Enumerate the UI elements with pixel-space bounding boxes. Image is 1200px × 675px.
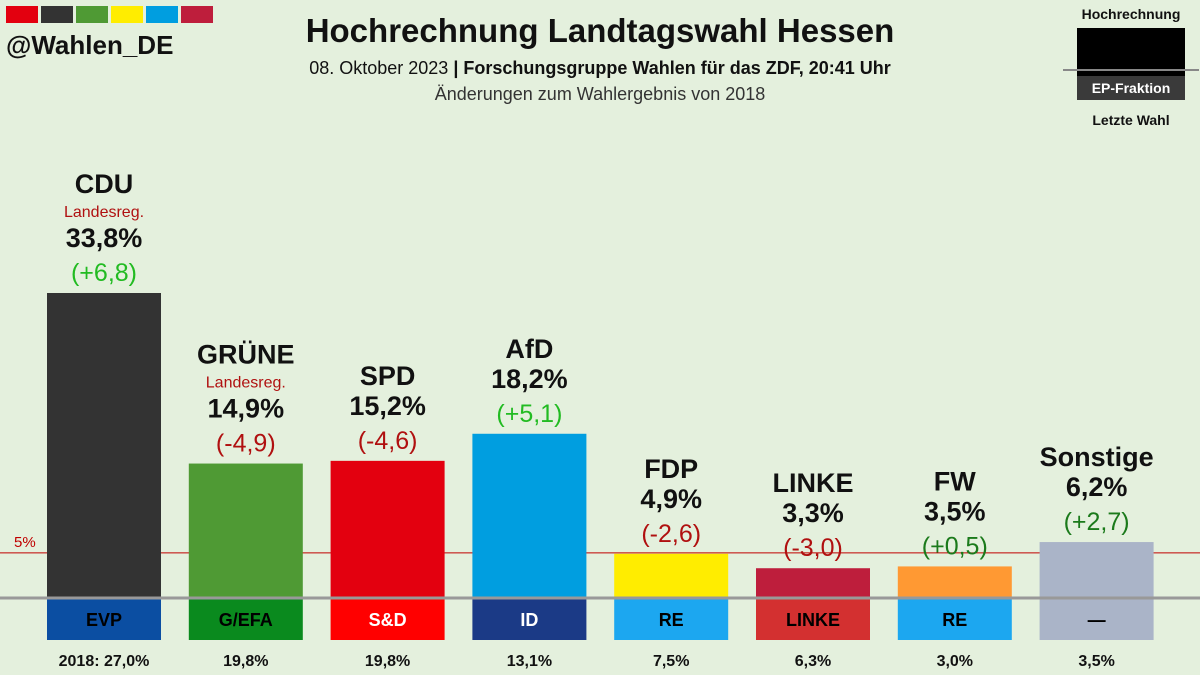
change-label: (+2,7) xyxy=(1064,508,1130,536)
value-label: 14,9% xyxy=(208,394,285,424)
chart-title: Hochrechnung Landtagswahl Hessen xyxy=(305,12,895,49)
threshold-label: 5% xyxy=(14,534,36,551)
ep-group-label: RE xyxy=(659,610,684,630)
bar xyxy=(614,553,729,598)
change-label: (+6,8) xyxy=(71,259,137,287)
change-label: (-4,9) xyxy=(216,430,276,458)
previous-result-label: 3,5% xyxy=(1078,653,1114,670)
party-label: GRÜNE xyxy=(197,340,295,370)
ep-group-box xyxy=(330,598,445,640)
source-text: Forschungsgruppe Wahlen für das ZDF, 20:… xyxy=(463,58,891,78)
flag-swatch xyxy=(41,6,73,23)
ep-group-box xyxy=(1039,598,1154,640)
government-label: Landesreg. xyxy=(206,375,286,392)
date-text: 08. Oktober 2023 xyxy=(309,58,449,78)
flag-swatch xyxy=(76,6,108,23)
legend-baseline xyxy=(1063,69,1199,71)
legend-ep-label: EP-Fraktion xyxy=(1077,76,1185,100)
value-label: 33,8% xyxy=(66,223,143,253)
bar xyxy=(472,433,587,598)
party-color-flags xyxy=(6,6,213,23)
change-note: Änderungen zum Wahlergebnis von 2018 xyxy=(434,84,766,104)
flag-swatch xyxy=(6,6,38,23)
separator: | xyxy=(448,58,464,78)
value-label: 6,2% xyxy=(1066,472,1128,502)
previous-result-label: 13,1% xyxy=(507,653,552,670)
change-label: (-2,6) xyxy=(641,520,701,548)
ep-group-label: EVP xyxy=(86,610,122,630)
value-label: 3,3% xyxy=(782,498,844,528)
legend-last-election-label: Letzte Wahl xyxy=(1092,112,1170,128)
ep-group-label: — xyxy=(1088,610,1106,630)
ep-group-label: ID xyxy=(520,610,538,630)
chart-subtitle: 08. Oktober 2023 | Forschungsgruppe Wahl… xyxy=(0,58,1200,79)
party-label: AfD xyxy=(505,334,553,364)
previous-result-label: 7,5% xyxy=(653,653,689,670)
ep-group-box xyxy=(614,598,729,640)
ep-group-box xyxy=(47,598,161,640)
value-label: 15,2% xyxy=(349,391,426,421)
bar xyxy=(188,463,303,598)
legend: Hochrechnung EP-Fraktion Letzte Wahl xyxy=(1063,6,1199,128)
party-label: FDP xyxy=(644,454,698,484)
previous-result-label: 2018: 27,0% xyxy=(59,653,150,670)
value-label: 3,5% xyxy=(924,496,986,526)
government-label: Landesreg. xyxy=(64,204,144,221)
party-label: Sonstige xyxy=(1040,442,1154,472)
value-label: 4,9% xyxy=(640,484,702,514)
bar xyxy=(330,460,445,598)
ep-group-box xyxy=(756,598,870,640)
ep-group-label: G/EFA xyxy=(219,610,273,630)
flag-swatch xyxy=(146,6,178,23)
previous-result-label: 6,3% xyxy=(795,653,831,670)
bar xyxy=(897,566,1012,598)
bar xyxy=(47,293,161,598)
party-label: CDU xyxy=(75,169,134,199)
party-label: FW xyxy=(934,466,976,496)
bar xyxy=(1039,542,1154,598)
ep-group-box xyxy=(472,598,587,640)
change-label: (-4,6) xyxy=(358,427,418,455)
ep-group-box xyxy=(188,598,303,640)
change-label: (+5,1) xyxy=(496,400,562,428)
ep-group-label: S&D xyxy=(369,610,407,630)
party-label: LINKE xyxy=(773,468,854,498)
flag-swatch xyxy=(111,6,143,23)
change-label: (+0,5) xyxy=(922,532,988,560)
legend-forecast-label: Hochrechnung xyxy=(1081,6,1181,22)
change-label: (-3,0) xyxy=(783,534,843,562)
previous-result-label: 19,8% xyxy=(223,653,268,670)
party-label: SPD xyxy=(360,361,416,391)
account-handle: @Wahlen_DE xyxy=(6,30,174,60)
ep-group-label: LINKE xyxy=(786,610,840,630)
previous-result-label: 19,8% xyxy=(365,653,410,670)
ep-group-label: RE xyxy=(942,610,967,630)
flag-swatch xyxy=(181,6,213,23)
legend-box: EP-Fraktion xyxy=(1063,28,1199,100)
value-label: 18,2% xyxy=(491,364,568,394)
previous-result-label: 3,0% xyxy=(937,653,973,670)
ep-group-box xyxy=(897,598,1012,640)
bar xyxy=(756,568,870,598)
